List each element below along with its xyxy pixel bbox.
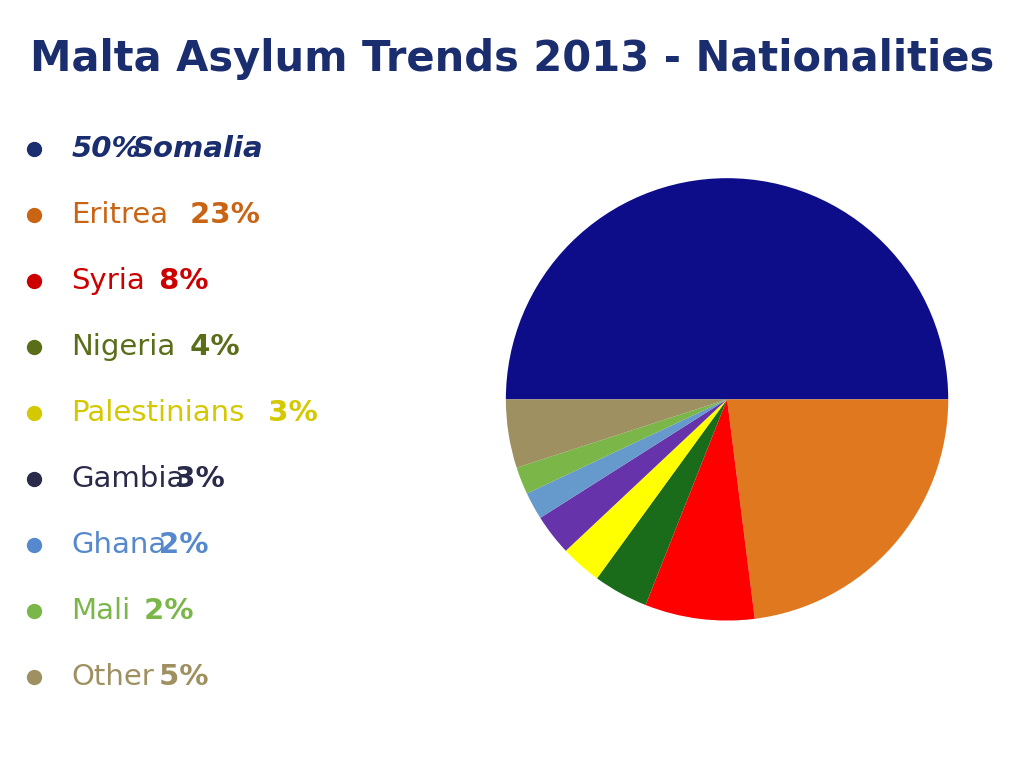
Text: 3%: 3% (258, 399, 317, 427)
Wedge shape (527, 399, 727, 518)
Text: 3%: 3% (165, 465, 224, 493)
Wedge shape (597, 399, 727, 605)
Wedge shape (541, 399, 727, 551)
Text: Ghana: Ghana (72, 531, 167, 559)
Text: 23%: 23% (180, 201, 260, 230)
Wedge shape (506, 178, 948, 399)
Text: 2%: 2% (134, 597, 194, 624)
Text: Nigeria: Nigeria (72, 333, 176, 361)
Wedge shape (506, 399, 727, 468)
Text: 2%: 2% (150, 531, 209, 559)
Text: 50%: 50% (72, 135, 141, 164)
Text: Mali: Mali (72, 597, 131, 624)
Text: 5%: 5% (150, 663, 209, 690)
Wedge shape (517, 399, 727, 494)
Text: Other: Other (72, 663, 155, 690)
Wedge shape (727, 399, 948, 619)
Wedge shape (566, 399, 727, 578)
Text: 8%: 8% (150, 267, 209, 295)
Text: Malta Asylum Trends 2013 - Nationalities: Malta Asylum Trends 2013 - Nationalities (30, 38, 994, 81)
Text: Somalia: Somalia (133, 135, 263, 164)
Text: Eritrea: Eritrea (72, 201, 169, 230)
Text: Palestinians: Palestinians (72, 399, 245, 427)
Text: Gambia: Gambia (72, 465, 185, 493)
Text: Syria: Syria (72, 267, 145, 295)
Wedge shape (645, 399, 755, 621)
Text: 4%: 4% (180, 333, 240, 361)
